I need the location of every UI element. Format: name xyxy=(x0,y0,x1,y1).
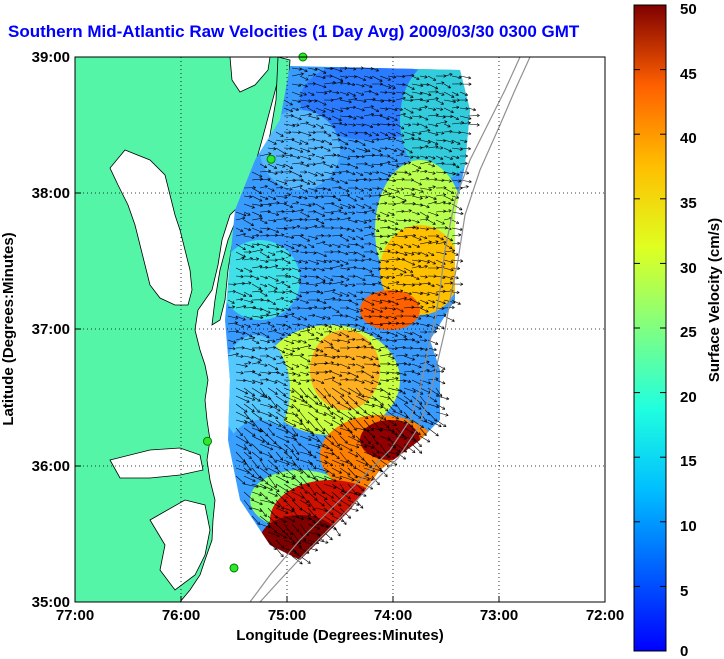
lon-tick-label: 75:00 xyxy=(268,607,306,624)
station-marker xyxy=(203,436,212,446)
y-axis-title: Latitude (Degrees:Minutes) xyxy=(0,232,17,425)
hf-radar-stations xyxy=(203,52,308,573)
vector-arrows xyxy=(227,66,480,565)
chesapeake-bay xyxy=(109,149,193,306)
tick-marks xyxy=(74,56,606,603)
colorbar-tick-label: 45 xyxy=(680,66,697,83)
colorbar-tick-label: 15 xyxy=(680,453,697,470)
lat-tick-label: 38:00 xyxy=(32,185,70,202)
colorbar-ticks xyxy=(634,4,666,652)
lat-tick-label: 39:00 xyxy=(32,49,70,66)
lat-tick-label: 37:00 xyxy=(32,321,70,338)
isobath-contour-2 xyxy=(259,57,531,602)
lat-tick-label: 36:00 xyxy=(32,458,70,475)
grid-lines xyxy=(75,57,605,602)
velocity-vectors xyxy=(227,66,480,565)
colorbar-tick-label: 20 xyxy=(680,389,697,406)
station-marker xyxy=(266,154,276,164)
colorbar-tick-label: 5 xyxy=(680,583,688,600)
isobath-contour xyxy=(249,57,521,602)
colorbar-title: Surface Velocity (cm/s) xyxy=(706,218,723,382)
lon-tick-label: 74:00 xyxy=(374,607,412,624)
colorbar-tick-label: 0 xyxy=(680,643,688,659)
lon-tick-label: 77:00 xyxy=(56,607,94,624)
albemarle-sound xyxy=(109,447,204,479)
x-axis-title: Longitude (Degrees:Minutes) xyxy=(236,627,444,644)
colorbar-tick-label: 25 xyxy=(680,324,697,341)
colorbar-tick-label: 40 xyxy=(680,130,697,147)
lon-tick-label: 76:00 xyxy=(162,607,200,624)
map-title: Southern Mid-Atlantic Raw Velocities (1 … xyxy=(8,22,580,41)
delaware-bay xyxy=(229,57,271,93)
station-marker xyxy=(229,563,239,573)
lon-tick-label: 73:00 xyxy=(480,607,518,624)
colorbar-tick-label: 50 xyxy=(680,1,697,18)
colorbar-tick-label: 35 xyxy=(680,195,697,212)
lat-tick-label: 35:00 xyxy=(32,594,70,611)
lon-tick-label: 72:00 xyxy=(586,607,624,624)
colorbar-tick-label: 10 xyxy=(680,518,697,535)
colorbar-tick-label: 30 xyxy=(680,260,697,277)
pamlico-sound xyxy=(149,499,211,591)
